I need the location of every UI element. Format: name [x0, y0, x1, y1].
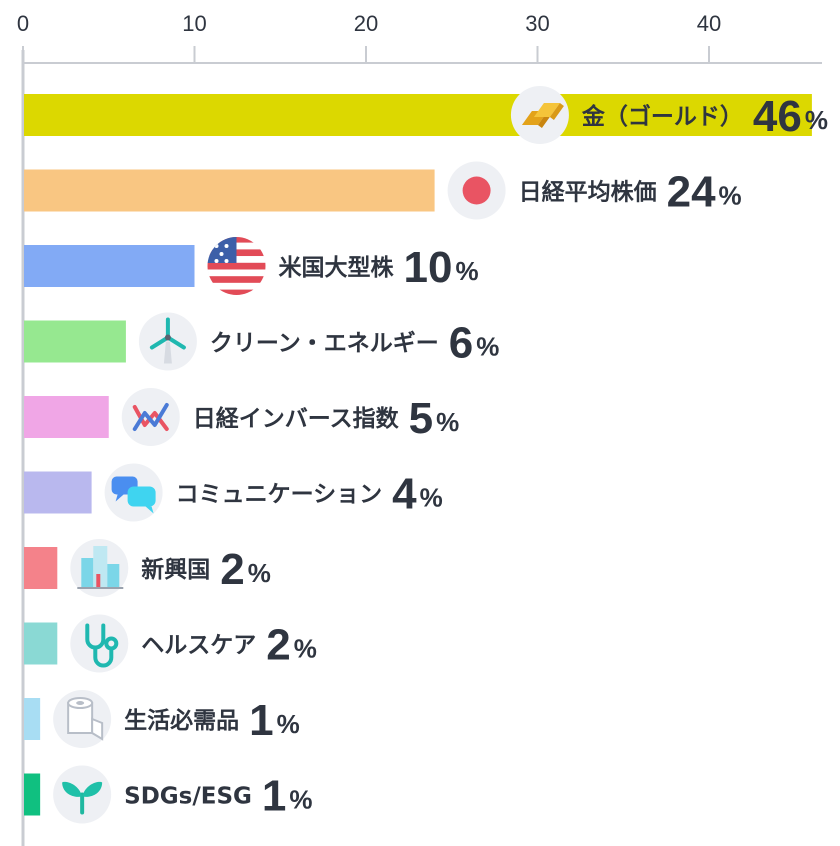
- value-label: 24: [667, 168, 716, 217]
- value-label: 4: [392, 470, 417, 519]
- percent-sign: %: [289, 785, 312, 815]
- bar: [24, 245, 195, 287]
- x-tick-label: 0: [17, 11, 29, 36]
- bar: [24, 773, 41, 816]
- value-label: 5: [409, 394, 433, 443]
- value-label: 1: [249, 696, 273, 745]
- bar-row: ヘルスケア 2%: [24, 614, 317, 673]
- x-tick-label: 20: [354, 11, 378, 36]
- category-label: クリーン・エネルギー: [210, 331, 439, 357]
- category-label: ヘルスケア: [141, 633, 256, 659]
- red-dot-icon: [447, 161, 506, 220]
- value-label: 10: [404, 243, 453, 292]
- bar-row: 新興国 2%: [24, 539, 271, 597]
- category-label: 米国大型株: [279, 255, 395, 281]
- bar: [24, 547, 58, 589]
- bar: [24, 698, 41, 740]
- icon-background: [70, 614, 129, 673]
- category-label: 日経平均株価: [519, 179, 657, 206]
- category-label: SDGs/ESG: [124, 784, 252, 810]
- bar: [24, 320, 126, 363]
- category-label: 生活必需品: [124, 707, 239, 734]
- gold-bars-icon: [510, 86, 569, 144]
- percent-sign: %: [294, 634, 317, 664]
- category-label: コミュニケーション: [176, 482, 383, 508]
- sprout-icon: [53, 765, 112, 824]
- buildings-icon: [70, 539, 129, 597]
- category-label: 日経インバース指数: [193, 405, 400, 432]
- chat-bubbles-icon: [104, 463, 163, 522]
- bar-rows: 金（ゴールド） 46 %日経平均株価 24 %米国大型株 10 %クリーン・エネルギー 6 %日…: [24, 86, 828, 824]
- stethoscope-icon: [70, 614, 129, 673]
- percent-sign: %: [805, 105, 828, 135]
- value-label: 2: [220, 545, 244, 594]
- bar-row: クリーン・エネルギー 6%: [24, 312, 499, 371]
- percent-sign: %: [436, 407, 459, 437]
- bar: [24, 94, 812, 136]
- bar-row: 金（ゴールド） 46%: [24, 86, 828, 144]
- toilet-paper-icon: [53, 690, 112, 748]
- bar-row: SDGs/ESG 1%: [24, 765, 313, 824]
- x-tick-label: 30: [525, 11, 549, 36]
- category-label: 金（ゴールド）: [581, 103, 743, 130]
- percent-sign: %: [476, 332, 499, 362]
- bar-row: コミュニケーション 4%: [24, 463, 443, 522]
- bar: [24, 169, 435, 212]
- x-tick-label: 10: [182, 11, 206, 36]
- bar-row: 日経平均株価 24%: [24, 161, 742, 220]
- wind-turbine-icon: [138, 312, 197, 371]
- bar-row: 生活必需品 1%: [24, 690, 300, 748]
- bar-row: 日経インバース指数 5%: [24, 388, 459, 446]
- x-axis: 0 10 20 30 40: [17, 11, 822, 846]
- value-label: 46: [753, 92, 802, 141]
- us-flag-icon: [207, 237, 266, 295]
- percent-sign: %: [420, 483, 443, 513]
- category-label: 新興国: [141, 556, 210, 583]
- bar: [24, 622, 58, 665]
- zigzag-chart-icon: [121, 388, 180, 446]
- value-label: 2: [266, 621, 290, 670]
- percent-sign: %: [455, 256, 478, 286]
- bar: [24, 471, 92, 514]
- value-label: 6: [449, 319, 473, 368]
- percent-sign: %: [719, 181, 742, 211]
- bar: [24, 396, 109, 438]
- percent-sign: %: [248, 558, 271, 588]
- x-tick-label: 40: [697, 11, 721, 36]
- bar-row: 米国大型株 10%: [24, 237, 479, 295]
- value-label: 1: [262, 772, 286, 821]
- percent-sign: %: [277, 709, 300, 739]
